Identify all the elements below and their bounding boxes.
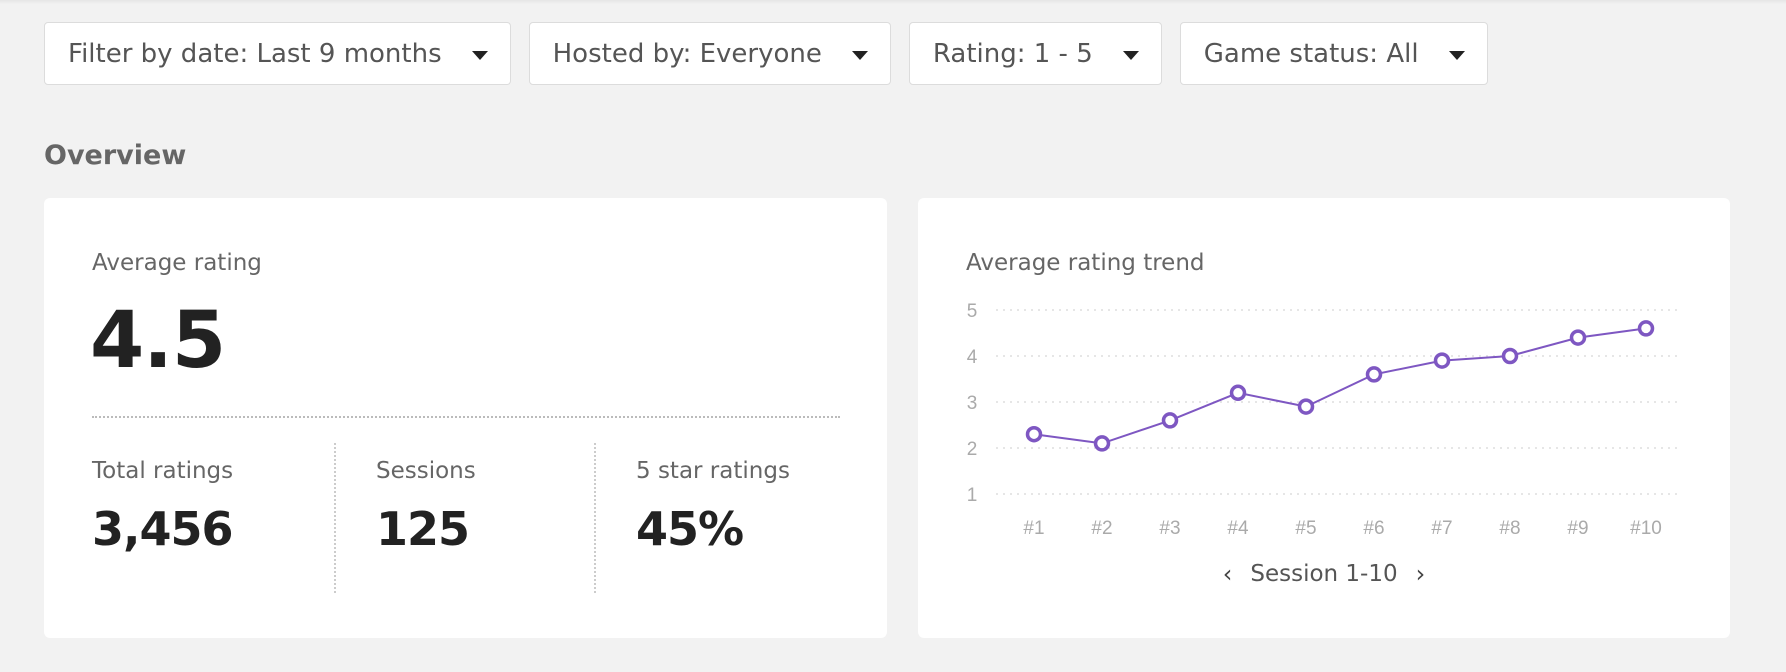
x-tick-label: #9 [1567,518,1588,539]
average-rating-label: Average rating [92,250,262,276]
status-filter-label: Game status: All [1203,38,1419,69]
section-title: Overview [44,140,187,171]
average-rating-value: 4.5 [90,296,226,386]
data-point [1161,412,1179,429]
chart-title: Average rating trend [966,250,1205,276]
data-point [1637,320,1655,337]
x-tick-label: #7 [1431,518,1452,539]
stat-value: 45% [636,502,744,556]
date-filter-dropdown[interactable]: Filter by date: Last 9 months [44,22,511,85]
rating-filter-dropdown[interactable]: Rating: 1 - 5 [908,22,1162,85]
x-tick-label: #4 [1227,518,1249,539]
stat-five-star: 5 star ratings 45% [636,458,790,556]
stat-value: 125 [376,502,470,556]
filter-bar: Filter by date: Last 9 months Hosted by:… [44,22,1488,85]
overview-card: Average rating 4.5 Total ratings 3,456 S… [44,198,887,638]
x-tick-label: #10 [1630,518,1662,539]
caret-down-icon [1122,51,1139,60]
caret-down-icon [471,51,488,60]
data-point [1093,435,1111,452]
data-point [1433,352,1451,369]
status-filter-dropdown[interactable]: Game status: All [1179,22,1488,85]
y-tick-label: 5 [967,301,978,322]
y-tick-label: 1 [967,485,978,506]
x-tick-label: #3 [1159,518,1180,539]
stat-label: 5 star ratings [636,458,790,484]
x-tick-label: #6 [1363,518,1384,539]
caret-down-icon [851,51,868,60]
host-filter-label: Hosted by: Everyone [552,38,822,69]
divider [594,443,596,593]
trend-card: Average rating trend 1 2 3 4 5 #1 #2 #3 #4 #5 #6 #7… [918,198,1730,638]
x-tick-label: #1 [1023,518,1044,539]
chevron-right-icon[interactable]: › [1415,560,1426,588]
data-point [1569,329,1587,346]
y-tick-label: 4 [967,347,978,368]
date-filter-label: Filter by date: Last 9 months [68,38,442,69]
y-tick-label: 2 [967,439,978,460]
chevron-left-icon[interactable]: ‹ [1222,560,1233,588]
host-filter-dropdown[interactable]: Hosted by: Everyone [528,22,891,85]
data-point [1365,366,1383,383]
y-tick-label: 3 [967,393,978,414]
x-tick-label: #8 [1499,518,1520,539]
session-pager: ‹ Session 1-10 › [918,560,1730,588]
stat-label: Sessions [376,458,476,484]
top-shadow [0,0,1786,4]
stat-sessions: Sessions 125 [376,458,476,556]
stat-value: 3,456 [92,502,234,556]
stat-label: Total ratings [92,458,234,484]
series-line [1033,327,1647,445]
data-point [1229,384,1247,402]
divider [334,443,336,593]
trend-chart: 1 2 3 4 5 #1 #2 #3 #4 #5 #6 #7 #8 #9 #10 [967,301,1682,539]
stat-total-ratings: Total ratings 3,456 [92,458,234,556]
rating-filter-label: Rating: 1 - 5 [932,38,1093,69]
divider [92,416,840,418]
x-tick-label: #5 [1295,518,1316,539]
x-tick-label: #2 [1091,518,1112,539]
caret-down-icon [1448,51,1465,60]
data-point [1025,425,1043,443]
data-point [1501,347,1519,365]
pager-label: Session 1-10 [1250,561,1398,587]
data-point [1297,398,1315,415]
